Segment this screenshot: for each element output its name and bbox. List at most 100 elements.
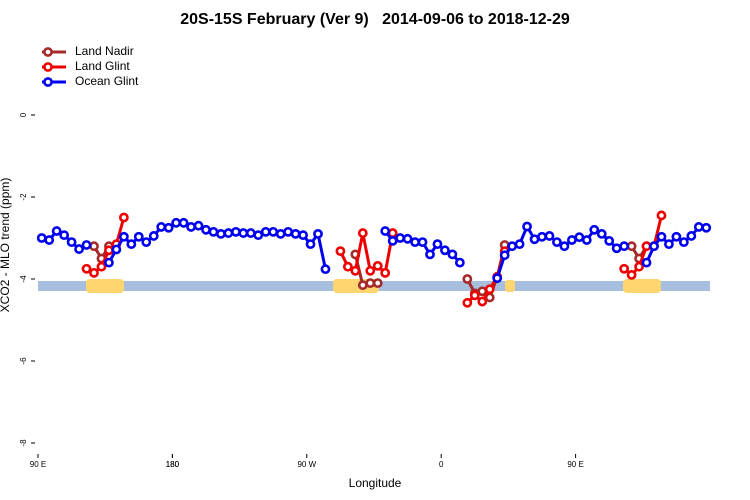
- data-point: [260, 226, 271, 237]
- x-tick-label: 90 E: [567, 460, 583, 469]
- data-point: [484, 284, 495, 295]
- data-point: [611, 243, 622, 254]
- data-point: [193, 220, 204, 231]
- data-point: [619, 241, 630, 252]
- data-point: [447, 249, 458, 260]
- x-tick-label: 180: [166, 460, 180, 469]
- data-point: [626, 269, 637, 280]
- data-point: [641, 241, 652, 252]
- data-point: [589, 224, 600, 235]
- land: [505, 280, 515, 292]
- data-point: [537, 231, 547, 242]
- data-point: [59, 230, 70, 241]
- data-point: [634, 261, 644, 272]
- data-point: [104, 257, 114, 268]
- data-point: [499, 250, 510, 261]
- data-point: [477, 296, 488, 307]
- data-point: [387, 235, 398, 246]
- data-point: [268, 226, 279, 237]
- data-point: [671, 231, 682, 242]
- data-point: [402, 233, 413, 244]
- data-point: [104, 245, 114, 256]
- data-point: [469, 290, 480, 301]
- data-point: [186, 222, 196, 232]
- data-point: [454, 257, 465, 268]
- data-point: [74, 244, 84, 254]
- data-point: [342, 261, 353, 272]
- data-point: [604, 235, 615, 246]
- data-point: [81, 263, 92, 274]
- data-point: [163, 222, 174, 233]
- data-point: [581, 235, 592, 245]
- series-line: [85, 215, 663, 304]
- data-point: [89, 241, 99, 252]
- data-point: [410, 237, 420, 247]
- y-tick-label: -8: [19, 439, 28, 447]
- data-point: [664, 239, 674, 250]
- legend-marker: [43, 47, 53, 57]
- data-point: [283, 226, 294, 237]
- series: [36, 217, 712, 284]
- data-point: [118, 212, 129, 223]
- data-point: [365, 278, 376, 288]
- x-tick-label: 90 E: [30, 460, 46, 469]
- series: [89, 240, 652, 303]
- data-point: [238, 228, 249, 238]
- data-point: [148, 231, 159, 241]
- data-point: [335, 246, 346, 257]
- data-point: [320, 264, 331, 275]
- data-point: [656, 231, 667, 242]
- data-point: [522, 221, 532, 232]
- data-point: [649, 241, 659, 252]
- legend-marker: [43, 62, 53, 72]
- data-point: [51, 226, 62, 236]
- legend-label: Land Glint: [75, 59, 130, 73]
- data-point: [619, 263, 630, 274]
- data-point: [372, 278, 383, 288]
- data-point: [701, 222, 712, 233]
- data-point: [596, 228, 607, 239]
- data-point: [693, 222, 704, 232]
- data-point: [686, 231, 697, 241]
- data-point: [544, 231, 555, 241]
- data-point: [492, 273, 503, 284]
- data-point: [350, 265, 361, 276]
- data-point: [425, 249, 435, 260]
- x-axis-label: Longitude: [349, 476, 402, 490]
- data-point: [81, 240, 92, 250]
- data-point: [66, 237, 77, 247]
- data-point: [559, 241, 570, 252]
- data-point: [126, 239, 137, 250]
- data-point: [462, 297, 473, 308]
- data-point: [275, 228, 286, 239]
- data-point: [156, 222, 167, 232]
- data-point: [395, 233, 406, 243]
- data-point: [305, 239, 316, 250]
- data-point: [96, 261, 107, 272]
- data-point: [574, 232, 585, 243]
- data-point: [44, 235, 55, 245]
- data-point: [245, 228, 256, 238]
- data-point: [656, 210, 667, 221]
- y-tick-label: -6: [19, 357, 28, 365]
- legend-label: Ocean Glint: [75, 74, 139, 88]
- x-tick-label: 180: [166, 460, 180, 469]
- data-point: [201, 224, 211, 235]
- data-point: [36, 233, 47, 243]
- data-point: [357, 280, 368, 291]
- data-point: [111, 244, 122, 255]
- data-point: [223, 228, 234, 238]
- data-point: [171, 217, 182, 228]
- y-tick-label: -2: [19, 193, 28, 201]
- x-tick-label: 90 W: [297, 460, 316, 469]
- data-point: [357, 228, 368, 238]
- data-point: [641, 257, 652, 268]
- y-tick-label: 0: [19, 112, 28, 117]
- data-point: [178, 217, 189, 228]
- data-point: [216, 228, 226, 239]
- y-tick-label: -4: [19, 275, 28, 283]
- data-point: [440, 245, 450, 256]
- legend-marker: [43, 77, 53, 87]
- land: [86, 279, 124, 293]
